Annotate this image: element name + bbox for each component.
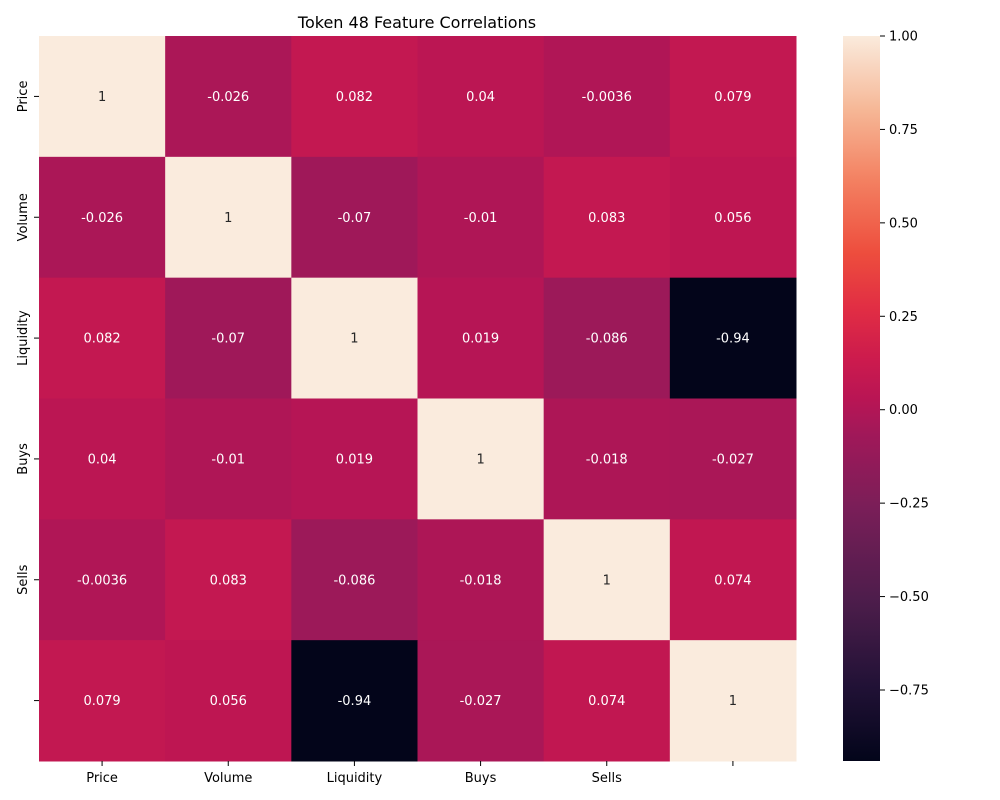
cell-value-label: -0.027 xyxy=(460,694,502,709)
cell-value-label: -0.94 xyxy=(716,332,750,347)
heatmap-cell xyxy=(165,36,292,158)
cell-value-label: 1 xyxy=(603,573,611,588)
heatmap-cell xyxy=(417,398,545,520)
heatmap-cell xyxy=(543,277,671,399)
cell-value-label: -0.0036 xyxy=(77,573,127,588)
cell-value-label: 1 xyxy=(476,452,484,467)
cell-value-label: 1 xyxy=(98,90,106,105)
colorbar-tick-label: 1.00 xyxy=(889,30,918,45)
cell-value-label: 0.074 xyxy=(588,694,625,709)
x-tick-label: Liquidity xyxy=(327,771,383,786)
heatmap-cell xyxy=(669,36,797,158)
cell-value-label: 1 xyxy=(729,694,737,709)
heatmap-cell xyxy=(669,640,797,762)
x-tick-label: Sells xyxy=(592,771,622,786)
cell-value-label: -0.018 xyxy=(460,573,502,588)
y-tick-label: Price xyxy=(16,81,31,113)
cell-value-label: 0.056 xyxy=(714,211,751,226)
heatmap-cell xyxy=(543,398,671,520)
heatmap-cell xyxy=(543,156,671,279)
colorbar-gradient xyxy=(843,36,880,761)
y-tick-label: Volume xyxy=(16,193,31,241)
colorbar: 1.00 0.75 0.50 0.25 0.00 −0.25 −0.50 −0.75 xyxy=(843,30,929,761)
x-axis: Price Volume Liquidity Buys Sells xyxy=(86,761,734,786)
cell-value-label: 0.04 xyxy=(466,90,495,105)
heatmap-cell xyxy=(39,277,166,399)
heatmap-cell xyxy=(165,156,292,279)
heatmap-cell xyxy=(669,277,797,399)
cell-value-label: -0.07 xyxy=(211,332,245,347)
cell-value-label: 0.04 xyxy=(88,452,117,467)
heatmap-cell xyxy=(165,640,292,762)
cell-value-label: 1 xyxy=(224,211,232,226)
y-tick-label: Liquidity xyxy=(16,310,31,366)
colorbar-tick-label: −0.25 xyxy=(889,497,929,512)
heatmap-cell xyxy=(669,398,797,520)
heatmap-cell xyxy=(291,36,418,158)
heatmap-cell xyxy=(39,519,166,641)
x-tick-label: Buys xyxy=(465,771,497,786)
heatmap-cell xyxy=(291,398,418,520)
cell-value-label: -0.026 xyxy=(207,90,249,105)
x-tick-label: Volume xyxy=(204,771,252,786)
colorbar-tick-label: 0.25 xyxy=(889,310,918,325)
heatmap-cells: 1 -0.026 0.082 0.04 -0.0036 0.079 -0.026 1 -0.07… xyxy=(39,36,797,762)
heatmap-cell xyxy=(165,519,292,641)
cell-value-label: 0.083 xyxy=(588,211,625,226)
cell-value-label: 0.079 xyxy=(714,90,751,105)
heatmap-cell xyxy=(291,277,418,399)
cell-value-label: 0.079 xyxy=(83,694,120,709)
colorbar-tick-label: 0.75 xyxy=(889,123,918,138)
cell-value-label: -0.94 xyxy=(338,694,372,709)
cell-value-label: 0.082 xyxy=(83,332,120,347)
heatmap-cell xyxy=(417,277,545,399)
cell-value-label: 0.019 xyxy=(462,332,499,347)
cell-value-label: -0.0036 xyxy=(582,90,632,105)
heatmap-cell xyxy=(543,640,671,762)
cell-value-label: 0.082 xyxy=(336,90,373,105)
heatmap-cell xyxy=(291,519,418,641)
chart-title: Token 48 Feature Correlations xyxy=(297,13,536,32)
heatmap-cell xyxy=(543,36,671,158)
heatmap-cell xyxy=(165,398,292,520)
cell-value-label: -0.01 xyxy=(211,452,245,467)
cell-value-label: -0.086 xyxy=(333,573,375,588)
heatmap-cell xyxy=(39,36,166,158)
cell-value-label: -0.018 xyxy=(586,452,628,467)
cell-value-label: -0.07 xyxy=(338,211,372,226)
cell-value-label: 0.056 xyxy=(210,694,247,709)
heatmap-cell xyxy=(669,519,797,641)
cell-value-label: -0.027 xyxy=(712,452,754,467)
heatmap-cell xyxy=(669,156,797,279)
heatmap-cell xyxy=(39,156,166,279)
colorbar-tick-label: −0.75 xyxy=(889,683,929,698)
heatmap-cell xyxy=(39,398,166,520)
heatmap-cell xyxy=(39,640,166,762)
heatmap-cell xyxy=(291,640,418,762)
heatmap-cell xyxy=(291,156,418,279)
heatmap-cell xyxy=(417,519,545,641)
y-tick-label: Sells xyxy=(16,564,31,594)
x-tick-label: Price xyxy=(86,771,118,786)
heatmap-cell xyxy=(543,519,671,641)
heatmap-cell xyxy=(417,156,545,279)
heatmap-cell xyxy=(417,36,545,158)
cell-value-label: -0.01 xyxy=(464,211,498,226)
y-axis: Price Volume Liquidity Buys Sells xyxy=(16,81,39,702)
colorbar-tick-label: −0.50 xyxy=(889,590,929,605)
heatmap-cell xyxy=(417,640,545,762)
cell-value-label: 0.074 xyxy=(714,573,751,588)
cell-value-label: 0.019 xyxy=(336,452,373,467)
cell-value-label: -0.086 xyxy=(586,332,628,347)
colorbar-tick-label: 0.00 xyxy=(889,403,918,418)
heatmap-cell xyxy=(165,277,292,399)
y-tick-label: Buys xyxy=(16,443,31,475)
cell-value-label: -0.026 xyxy=(81,211,123,226)
colorbar-tick-label: 0.50 xyxy=(889,216,918,231)
cell-value-label: 0.083 xyxy=(210,573,247,588)
cell-value-label: 1 xyxy=(350,332,358,347)
